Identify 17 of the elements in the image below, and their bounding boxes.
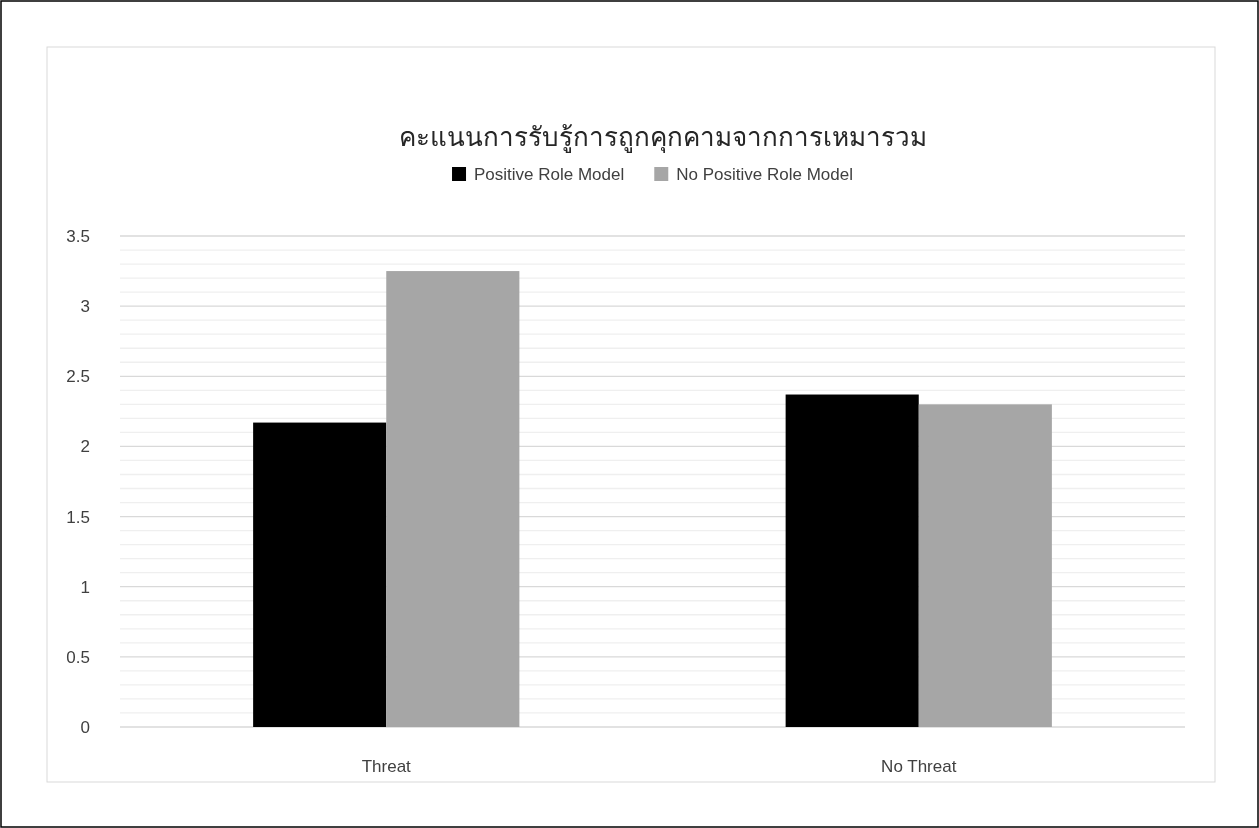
y-tick-label: 0.5 (66, 647, 90, 667)
x-tick-label: Threat (361, 757, 412, 776)
y-tick-label: 3 (80, 297, 90, 317)
bar (785, 394, 919, 727)
bar (253, 422, 387, 727)
legend-label: No Positive Role Model (676, 165, 853, 184)
bar (386, 271, 520, 727)
y-tick-label: 0 (80, 718, 90, 737)
y-tick-label: 2 (80, 437, 90, 457)
y-tick-label: 1.5 (66, 507, 90, 527)
chart-title: คะแนนการรับรู้การถูกคุกคามจากการเหมารวม (398, 122, 927, 153)
y-tick-label: 3.5 (66, 227, 90, 246)
legend-label: Positive Role Model (474, 165, 625, 184)
bar (918, 404, 1052, 727)
y-tick-label: 1 (80, 577, 90, 597)
y-tick-label: 2.5 (66, 367, 90, 387)
x-tick-label: No Threat (881, 757, 957, 776)
